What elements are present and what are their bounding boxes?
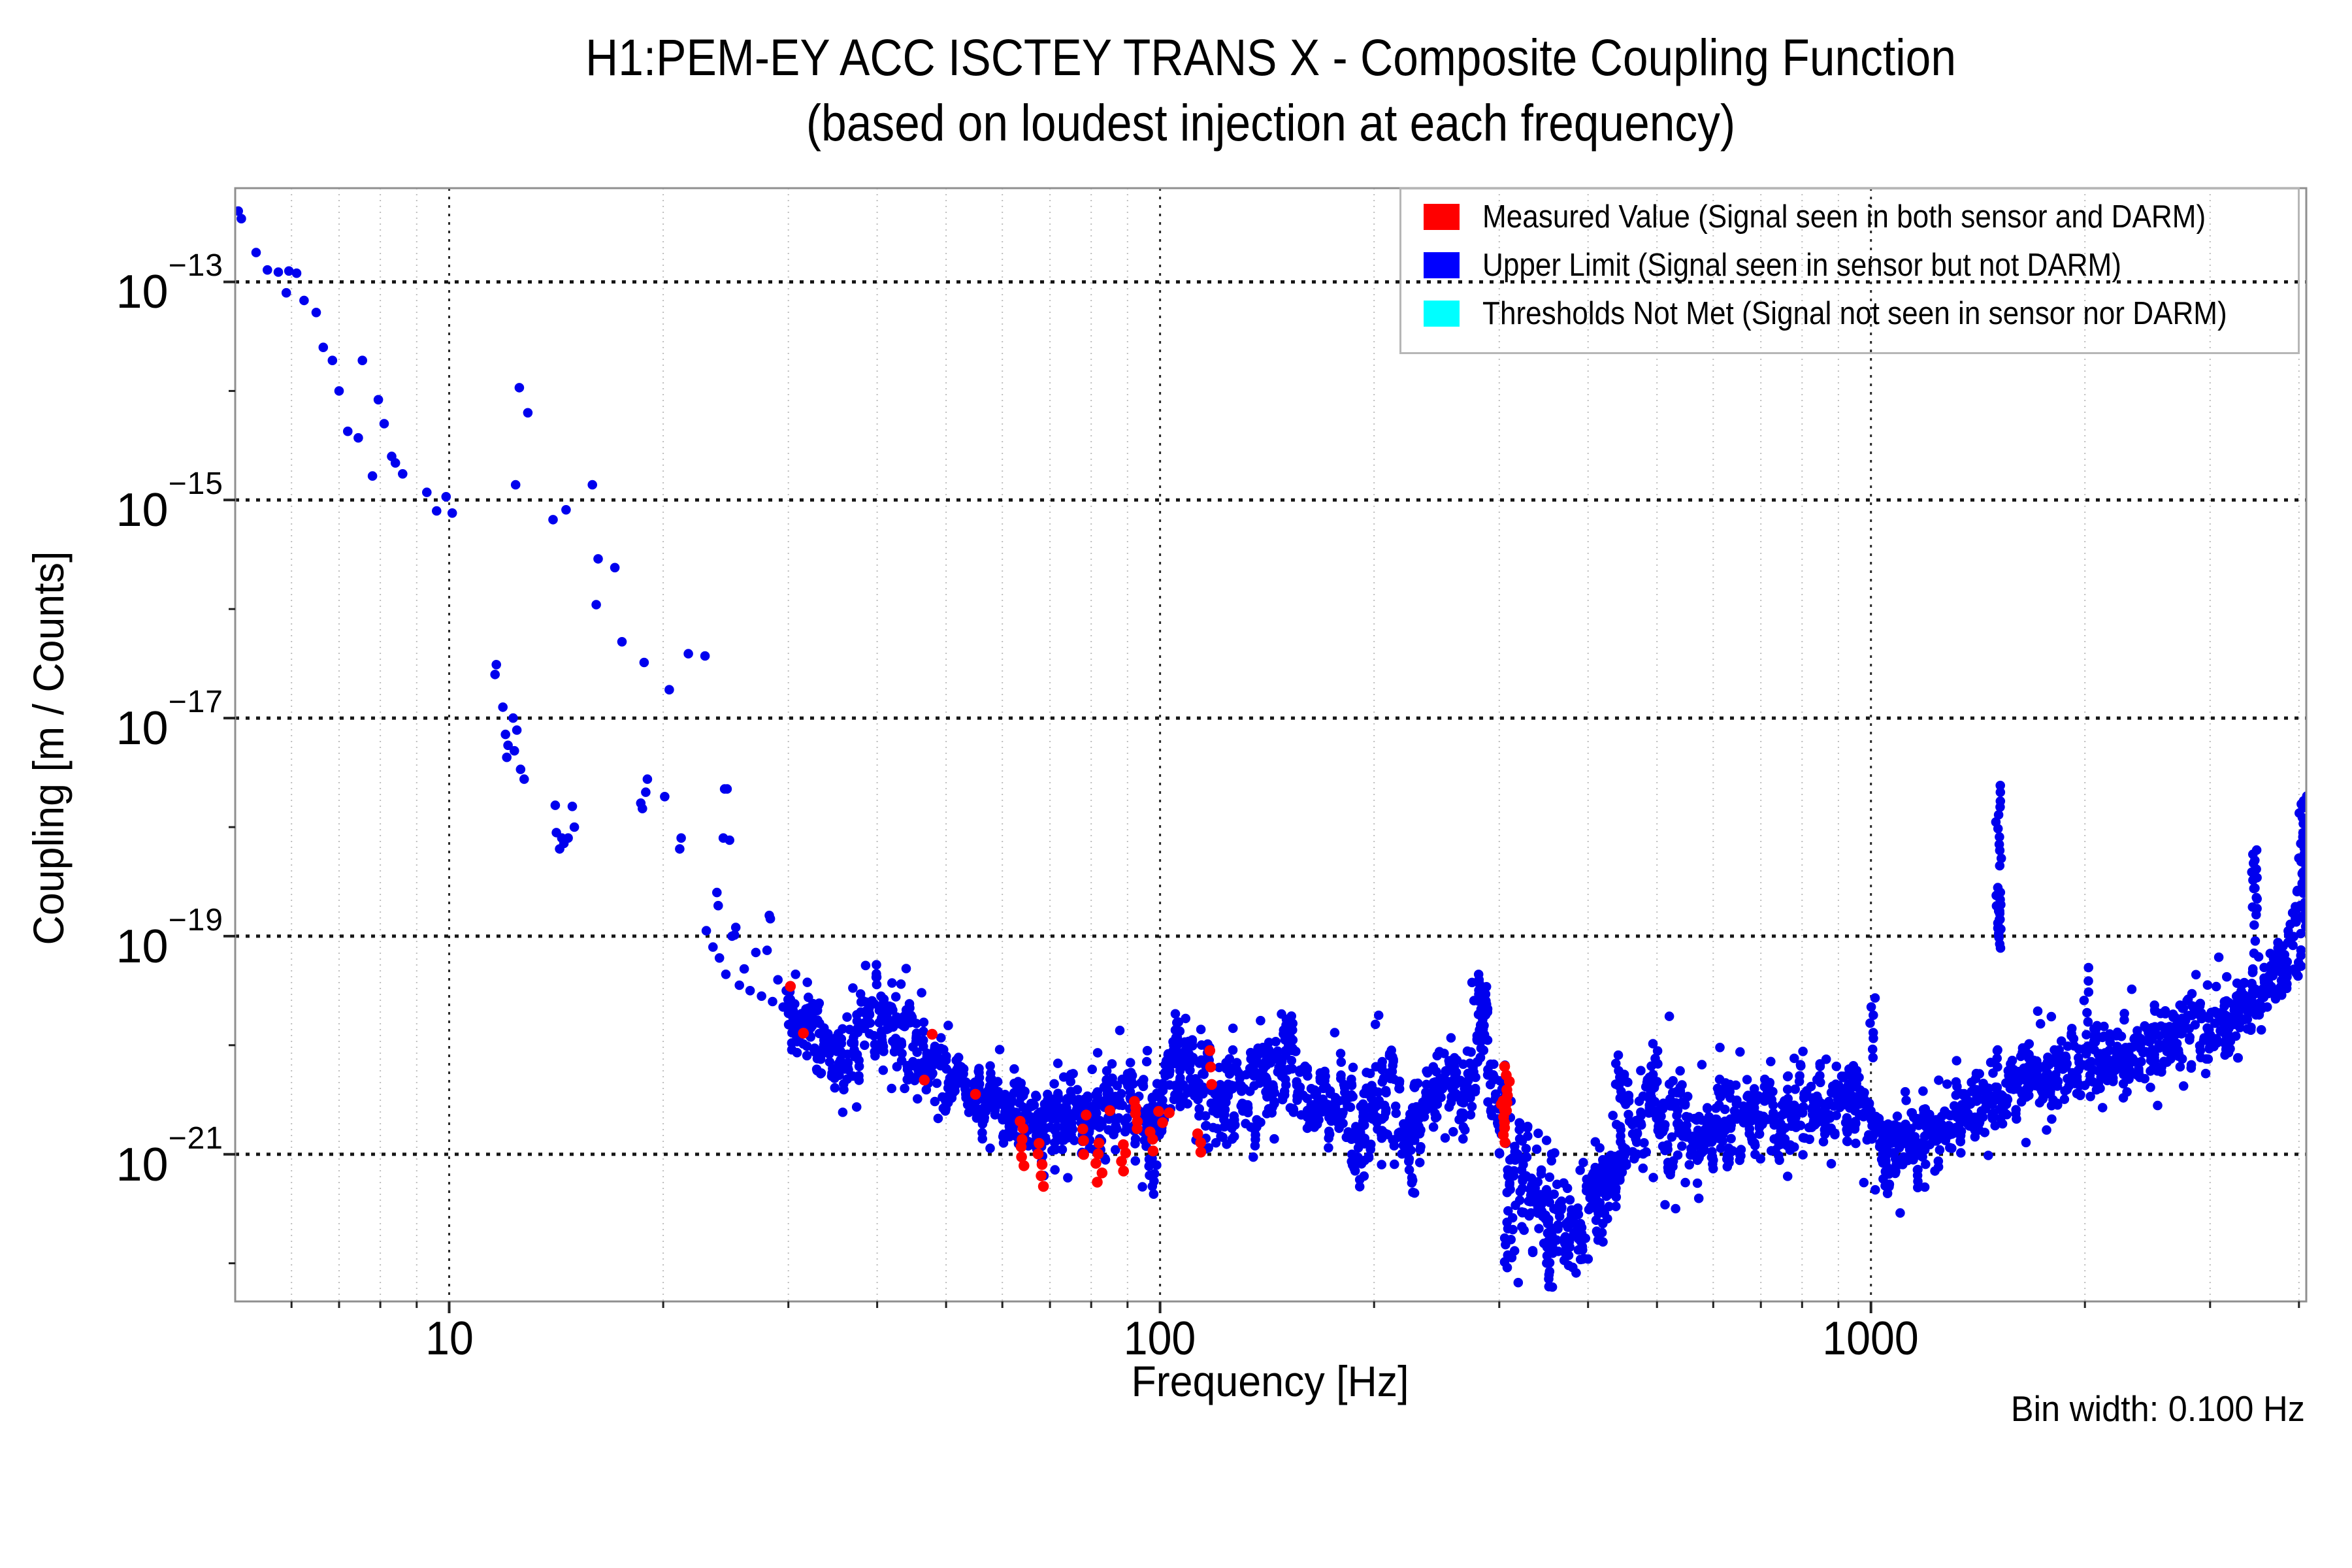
chart-subtitle: (based on loudest injection at each freq… (806, 93, 1736, 152)
chart-title-block: H1:PEM-EY ACC ISCTEY TRANS X - Composite… (359, 25, 2182, 155)
x-axis-label: Frequency [Hz] (1131, 1357, 1409, 1405)
x-tick-label-10: 10 (425, 1313, 474, 1365)
measured-value-swatch-icon (1424, 203, 1460, 230)
y-axis-label: Coupling [m / Counts] (24, 551, 73, 945)
legend-item-upper-limit: Upper Limit (Signal seen in sensor but n… (1424, 248, 2291, 283)
y-tick-label-1e-17: 10−17 (116, 685, 223, 755)
bin-width-note: Bin width: 0.100 Hz (2010, 1388, 2305, 1429)
legend-item-thresholds-not-met: Thresholds Not Met (Signal not seen in s… (1424, 296, 2291, 331)
measured-value-points (785, 981, 1515, 1192)
plot-border (234, 187, 2308, 1303)
upper-limit-swatch-icon (1424, 252, 1460, 278)
y-tick-label-1e-21: 10−21 (116, 1121, 223, 1191)
legend-label: Upper Limit (Signal seen in sensor but n… (1482, 247, 2121, 283)
thresholds-not-met-swatch-icon (1424, 300, 1460, 327)
gridlines (235, 188, 2306, 1301)
y-tick-label-1e-15: 10−15 (116, 466, 223, 536)
legend: Measured Value (Signal seen in both sens… (1399, 188, 2300, 354)
legend-item-measured-value: Measured Value (Signal seen in both sens… (1424, 199, 2291, 235)
x-tick-label-100: 100 (1123, 1313, 1196, 1365)
legend-label: Thresholds Not Met (Signal not seen in s… (1482, 295, 2227, 331)
legend-label: Measured Value (Signal seen in both sens… (1482, 199, 2206, 235)
x-tick-label-1000: 1000 (1822, 1313, 1919, 1365)
y-tick-label-1e-13: 10−13 (116, 248, 223, 318)
upper-limit-points (235, 206, 2306, 1292)
chart-title: H1:PEM-EY ACC ISCTEY TRANS X - Composite… (585, 28, 1957, 86)
axis-ticks (223, 280, 2300, 1313)
y-tick-label-1e-19: 10−19 (116, 903, 223, 973)
